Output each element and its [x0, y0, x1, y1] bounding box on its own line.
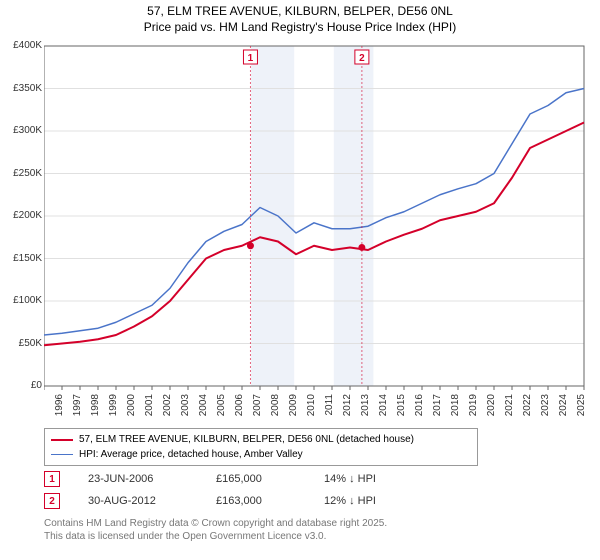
y-tick-label: £400K [13, 40, 42, 51]
y-tick-label: £250K [13, 168, 42, 179]
legend-label-hpi: HPI: Average price, detached house, Ambe… [79, 447, 303, 462]
svg-text:2009: 2009 [288, 394, 299, 417]
footnote: Contains HM Land Registry data © Crown c… [44, 518, 387, 543]
sale-price-2: £163,000 [216, 495, 296, 507]
svg-text:2024: 2024 [558, 394, 569, 417]
svg-text:2005: 2005 [216, 394, 227, 417]
svg-text:1998: 1998 [90, 394, 101, 417]
svg-text:1: 1 [248, 53, 254, 64]
svg-text:2018: 2018 [450, 394, 461, 417]
sale-date-1: 23-JUN-2006 [88, 473, 188, 485]
svg-text:2014: 2014 [378, 394, 389, 417]
sales-row-1: 1 23-JUN-2006 £165,000 14% ↓ HPI [44, 468, 376, 490]
sale-price-1: £165,000 [216, 473, 296, 485]
svg-text:2010: 2010 [306, 394, 317, 417]
svg-text:2003: 2003 [180, 394, 191, 417]
sales-table: 1 23-JUN-2006 £165,000 14% ↓ HPI 2 30-AU… [44, 468, 376, 512]
svg-text:2000: 2000 [126, 394, 137, 417]
svg-text:2025: 2025 [576, 394, 587, 417]
legend: 57, ELM TREE AVENUE, KILBURN, BELPER, DE… [44, 428, 478, 466]
svg-text:2001: 2001 [144, 394, 155, 417]
svg-text:1999: 1999 [108, 394, 119, 417]
svg-text:2022: 2022 [522, 394, 533, 417]
footnote-line-2: This data is licensed under the Open Gov… [44, 531, 326, 542]
svg-text:2004: 2004 [198, 394, 209, 417]
svg-text:2013: 2013 [360, 394, 371, 417]
title-line-1: 57, ELM TREE AVENUE, KILBURN, BELPER, DE… [147, 4, 453, 18]
svg-text:1997: 1997 [72, 394, 83, 417]
svg-text:1995: 1995 [44, 394, 47, 417]
y-tick-label: £100K [13, 295, 42, 306]
legend-row-property: 57, ELM TREE AVENUE, KILBURN, BELPER, DE… [51, 432, 471, 447]
chart-plot-area: 1995 1996 1997 1998 1999 2000 2001 2002 2003 2004… [44, 42, 592, 420]
svg-text:2019: 2019 [468, 394, 479, 417]
svg-text:2020: 2020 [486, 394, 497, 417]
svg-text:2016: 2016 [414, 394, 425, 417]
legend-row-hpi: HPI: Average price, detached house, Ambe… [51, 447, 471, 462]
y-tick-label: £350K [13, 83, 42, 94]
sale-marker-2: 2 [44, 493, 60, 509]
legend-swatch-property [51, 439, 73, 441]
svg-text:1996: 1996 [54, 394, 65, 417]
sale-marker-1: 1 [44, 471, 60, 487]
svg-text:2006: 2006 [234, 394, 245, 417]
title-line-2: Price paid vs. HM Land Registry's House … [144, 20, 456, 34]
svg-text:2021: 2021 [504, 394, 515, 417]
sale-delta-1: 14% ↓ HPI [324, 473, 376, 485]
sale-date-2: 30-AUG-2012 [88, 495, 188, 507]
y-tick-label: £300K [13, 125, 42, 136]
chart-svg: 1995 1996 1997 1998 1999 2000 2001 2002 2003 2004… [44, 42, 592, 420]
svg-text:2007: 2007 [252, 394, 263, 417]
legend-label-property: 57, ELM TREE AVENUE, KILBURN, BELPER, DE… [79, 432, 414, 447]
footnote-line-1: Contains HM Land Registry data © Crown c… [44, 518, 387, 529]
chart-container: 57, ELM TREE AVENUE, KILBURN, BELPER, DE… [0, 0, 600, 560]
chart-title: 57, ELM TREE AVENUE, KILBURN, BELPER, DE… [0, 0, 600, 35]
svg-text:2008: 2008 [270, 394, 281, 417]
legend-swatch-hpi [51, 454, 73, 455]
y-tick-label: £200K [13, 210, 42, 221]
svg-text:2011: 2011 [324, 394, 335, 416]
svg-text:2023: 2023 [540, 394, 551, 417]
svg-text:2017: 2017 [432, 394, 443, 417]
svg-text:2002: 2002 [162, 394, 173, 417]
svg-text:2012: 2012 [342, 394, 353, 417]
sale-delta-2: 12% ↓ HPI [324, 495, 376, 507]
svg-text:2015: 2015 [396, 394, 407, 417]
y-tick-label: £150K [13, 253, 42, 264]
svg-text:2: 2 [359, 53, 365, 64]
y-tick-label: £0 [31, 380, 42, 391]
y-tick-label: £50K [19, 338, 42, 349]
sales-row-2: 2 30-AUG-2012 £163,000 12% ↓ HPI [44, 490, 376, 512]
